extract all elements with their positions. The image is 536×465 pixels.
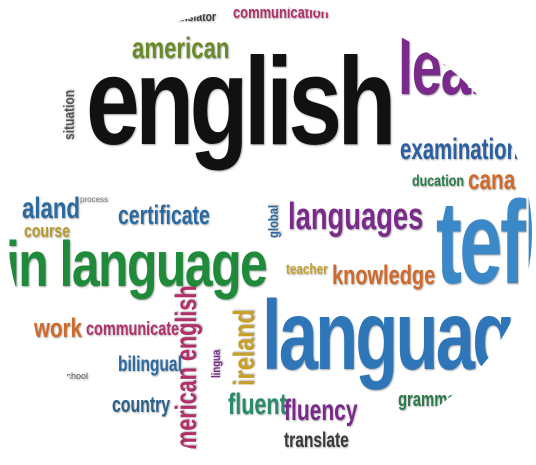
word-aland: aland: [22, 192, 80, 225]
word-cana: cana: [468, 164, 516, 195]
word-process: process: [80, 195, 109, 204]
word-translator: translator: [168, 9, 216, 24]
word-communicate: communicate: [86, 319, 180, 340]
word-lear: lear: [398, 23, 491, 111]
word-examination: examination: [400, 133, 520, 166]
word-communication: communication: [233, 3, 329, 22]
word-ducation: ducation: [412, 173, 465, 190]
word-course: course: [24, 221, 71, 241]
word-in-language: in language: [6, 228, 268, 300]
word-certificate: certificate: [118, 200, 210, 230]
word-situation: situation: [61, 90, 78, 140]
word-bilingual: bilingual: [118, 353, 182, 376]
word-work: work: [34, 313, 82, 343]
word-knowledge: knowledge: [332, 260, 436, 290]
word-global: global: [265, 205, 281, 238]
word-teacher: teacher: [286, 261, 328, 278]
word-ireland: ireland: [228, 309, 261, 386]
word-country: country: [112, 392, 171, 417]
word-english: english: [86, 33, 396, 171]
word-lingua: lingua: [209, 349, 223, 378]
word-fluent: fluent: [228, 388, 287, 421]
word-american: american: [132, 32, 230, 65]
word-tefl: tefl: [436, 177, 536, 309]
word-fluency: fluency: [284, 394, 358, 427]
word-school: school: [62, 371, 89, 381]
word-grammar: grammar: [398, 389, 462, 411]
word-translate: translate: [284, 429, 349, 452]
word-languages: languages: [288, 196, 424, 238]
